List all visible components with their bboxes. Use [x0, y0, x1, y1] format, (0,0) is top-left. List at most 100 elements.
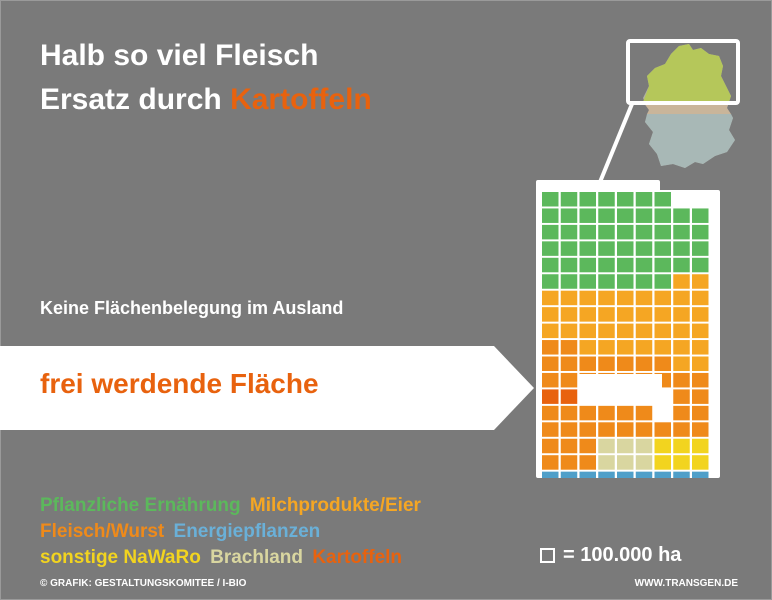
subtitle: Keine Flächenbelegung im Ausland: [40, 298, 344, 318]
legend-item-energie: Energiepflanzen: [173, 521, 321, 542]
grid-cell: [542, 290, 559, 306]
grid-cell: [673, 389, 690, 404]
grid-cell: [673, 241, 690, 256]
grid-cell: [635, 224, 653, 240]
footer-website: WWW.TRANSGEN.DE: [634, 578, 738, 589]
grid-cell: [673, 307, 690, 322]
grid-cell: [617, 241, 634, 256]
legend-item-fleisch: Fleisch/Wurst: [40, 521, 165, 542]
grid-cell: [579, 471, 596, 478]
grid-cell: [598, 192, 615, 207]
grid-cell: [542, 241, 559, 256]
grid-cell: [617, 422, 634, 437]
grid-cell: [579, 208, 596, 223]
grid-cell: [692, 257, 709, 273]
grid-cell: [654, 307, 671, 322]
land-use-grid-svg: [536, 180, 720, 478]
legend-row-1: Pflanzliche Ernährung Milchprodukte/Eier: [40, 493, 425, 519]
grid-cell: [579, 340, 596, 355]
grid-cell: [617, 208, 634, 223]
grid-cell: [617, 192, 634, 207]
grid-cell: [579, 257, 596, 273]
grid-cell: [598, 208, 615, 223]
grid-cell: [654, 290, 671, 306]
grid-cell: [560, 356, 578, 371]
grid-cell: [542, 208, 559, 223]
grid-cell: [598, 274, 615, 289]
map-highlight-box: [626, 39, 740, 105]
grid-cell: [654, 356, 671, 371]
grid-cell: [560, 422, 578, 437]
grid-cell: [635, 438, 653, 454]
grid-cell: [560, 274, 578, 289]
grid-cell: [654, 274, 671, 289]
legend: Pflanzliche Ernährung Milchprodukte/Eier…: [40, 493, 425, 571]
grid-cell: [635, 356, 653, 371]
grid-cell: [635, 389, 653, 404]
grid-cell: [560, 192, 578, 207]
grid-cell: [542, 471, 559, 478]
grid-cell: [692, 241, 709, 256]
grid-cell: [673, 455, 690, 470]
grid-cell: [692, 307, 709, 322]
grid-cell: [654, 323, 671, 339]
grid-cell: [654, 241, 671, 256]
grid-cell: [598, 455, 615, 470]
grid-cell: [617, 455, 634, 470]
grid-cell: [560, 389, 578, 404]
grid-cell: [654, 192, 671, 207]
legend-row-2: Fleisch/Wurst Energiepflanzen: [40, 519, 425, 545]
grid-cell: [617, 340, 634, 355]
grid-cell: [598, 241, 615, 256]
grid-cell: [598, 405, 615, 421]
grid-cell: [692, 422, 709, 437]
legend-row-3: sonstige NaWaRo Brachland Kartoffeln: [40, 545, 425, 571]
grid-cell: [542, 307, 559, 322]
footer-credit: © GRAFIK: GESTALTUNGSKOMITEE / I-BIO: [40, 578, 247, 589]
grid-cell: [654, 438, 671, 454]
grid-cell: [692, 274, 709, 289]
grid-cell: [617, 290, 634, 306]
grid-cell: [579, 323, 596, 339]
grid-square-icon: [540, 548, 555, 563]
legend-item-brach: Brachland: [210, 547, 304, 568]
grid-cell: [635, 208, 653, 223]
grid-cell: [598, 290, 615, 306]
grid-cell: [579, 455, 596, 470]
grid-cell: [692, 405, 709, 421]
title-line-2-highlight: Kartoffeln: [230, 83, 372, 116]
grid-cell: [579, 192, 596, 207]
grid-cell: [617, 323, 634, 339]
grid-cell: [542, 274, 559, 289]
grid-cell: [617, 224, 634, 240]
title-line-1: Halb so viel Fleisch: [40, 39, 319, 72]
grid-cell: [560, 224, 578, 240]
scale-label: = 100.000 ha: [563, 544, 682, 566]
grid-cell: [560, 208, 578, 223]
grid-cell: [579, 438, 596, 454]
germany-map-icon: [643, 44, 735, 168]
grid-cell: [560, 323, 578, 339]
grid-cell: [560, 257, 578, 273]
grid-cell: [579, 405, 596, 421]
grid-cell: [598, 257, 615, 273]
grid-cell: [598, 422, 615, 437]
grid-cell: [673, 356, 690, 371]
land-use-grid: [536, 180, 720, 478]
grid-cell: [542, 372, 559, 388]
grid-cell: [542, 422, 559, 437]
grid-cell: [617, 471, 634, 478]
grid-cell: [542, 192, 559, 207]
page-title: Halb so viel Fleisch Ersatz durch Kartof…: [40, 34, 372, 122]
grid-cell: [654, 208, 671, 223]
grid-cell: [617, 356, 634, 371]
grid-cell: [560, 471, 578, 478]
grid-cell: [617, 405, 634, 421]
grid-cell: [692, 290, 709, 306]
grid-cell: [560, 405, 578, 421]
grid-cell: [635, 274, 653, 289]
grid-cell: [692, 356, 709, 371]
grid-cell: [673, 422, 690, 437]
legend-item-milch: Milchprodukte/Eier: [249, 495, 421, 516]
grid-cell: [598, 323, 615, 339]
